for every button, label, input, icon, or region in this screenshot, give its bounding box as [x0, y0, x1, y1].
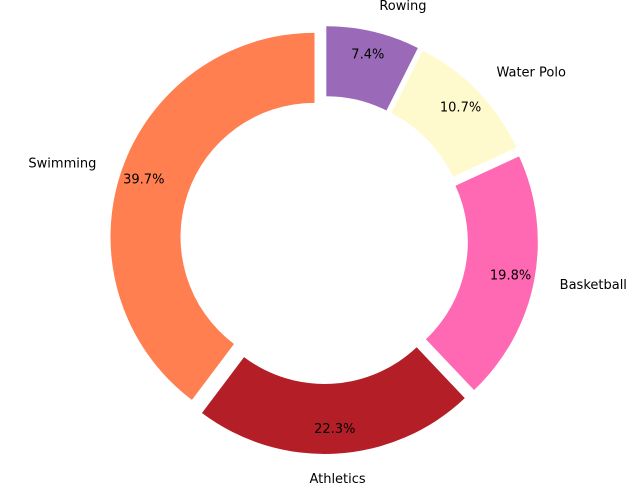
slice-water-polo: [391, 50, 517, 177]
slice-rowing: [326, 26, 418, 111]
label-athletics: Athletics: [309, 472, 365, 487]
slice-swimming: [110, 32, 315, 400]
label-rowing: Rowing: [379, 0, 426, 14]
pct-label-athletics: 22.3%: [314, 422, 355, 437]
pct-label-basketball: 19.8%: [490, 268, 531, 283]
label-basketball: Basketball: [560, 278, 627, 293]
slice-basketball: [425, 156, 538, 391]
slice-athletics: [201, 347, 465, 454]
label-swimming: Swimming: [28, 156, 96, 171]
label-water-polo: Water Polo: [496, 66, 566, 81]
donut-slices: [110, 26, 538, 454]
pct-label-swimming: 39.7%: [123, 172, 164, 187]
pct-label-rowing: 7.4%: [351, 48, 384, 63]
donut-labels: Swimming 39.7% Athletics 22.3% Basketball 19.…: [28, 0, 627, 487]
pct-label-water-polo: 10.7%: [440, 100, 481, 115]
